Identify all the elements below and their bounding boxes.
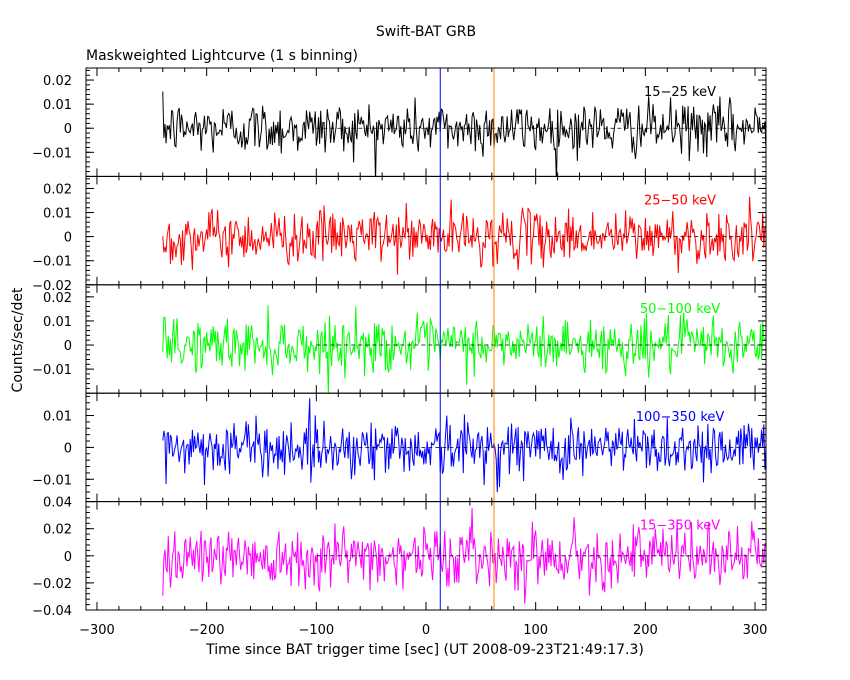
y-tick-label-4-0: 0.04 [43,496,72,511]
y-tick-label-0-3: −0.01 [32,146,72,161]
y-tick-label-3-0: 0.01 [43,410,72,425]
y-axis-label: Counts/sec/det [10,287,26,392]
series-label-2: 50−100 keV [640,302,720,317]
y-tick-label-0-0: 0.02 [43,74,72,89]
panels-group: 0.02 0.01 0 −0.01 15−25 keV 0.02 0.01 0 −0.01 −0.… [32,67,767,619]
series-label-3: 100−350 keV [636,410,725,425]
series-label-4: 15−350 keV [640,519,720,534]
x-axis-label: Time since BAT trigger time [sec] (UT 20… [205,642,644,658]
x-tick-label-3: 0 [422,623,430,638]
series-line-0 [162,91,766,177]
y-tick-label-3-2: −0.01 [32,473,72,488]
y-tick-label-4-1: 0.02 [43,523,72,538]
y-tick-label-4-4: −0.04 [32,604,72,619]
series-line-2 [162,305,766,394]
y-tick-label-0-1: 0.01 [43,98,72,113]
chart-title: Swift-BAT GRB [376,24,476,40]
series-label-1: 25−50 keV [644,193,716,208]
panel-2: 0.02 0.01 0 −0.01 50−100 keV [32,284,767,394]
panel-1: 0.02 0.01 0 −0.01 −0.02 25−50 keV [32,175,767,294]
series-label-0: 15−25 keV [644,85,716,100]
x-tick-label-1: −200 [189,623,225,638]
y-tick-label-2-1: 0.01 [43,315,72,330]
x-tick-label-6: 300 [743,623,768,638]
y-tick-label-1-4: −0.02 [32,279,72,294]
y-tick-label-0-2: 0 [64,122,72,137]
panel-4: 0.04 0.02 0 −0.02 −0.04 15−350 keV [32,496,767,619]
x-tick-label-0: −300 [79,623,115,638]
y-tick-label-4-2: 0 [64,550,72,565]
y-tick-label-2-2: 0 [64,339,72,354]
series-line-4 [162,508,766,604]
y-tick-label-3-1: 0 [64,441,72,456]
x-tick-label-2: −100 [298,623,334,638]
y-tick-label-1-0: 0.02 [43,182,72,197]
y-tick-label-2-0: 0.02 [43,291,72,306]
y-tick-label-1-3: −0.01 [32,255,72,270]
series-line-3 [162,398,766,493]
panel-0: 0.02 0.01 0 −0.01 15−25 keV [32,67,767,177]
y-tick-label-1-1: 0.01 [43,207,72,222]
y-tick-label-4-3: −0.02 [32,577,72,592]
panel-3: 0.01 0 −0.01 100−350 keV [32,392,767,503]
chart-subtitle: Maskweighted Lightcurve (1 s binning) [86,48,358,64]
series-line-1 [162,196,766,275]
y-tick-label-1-2: 0 [64,231,72,246]
x-tick-label-4: 100 [523,623,548,638]
x-tick-label-5: 200 [633,623,658,638]
y-tick-label-2-3: −0.01 [32,363,72,378]
x-axis: −300 −200 −100 0 100 200 300 [79,623,767,638]
